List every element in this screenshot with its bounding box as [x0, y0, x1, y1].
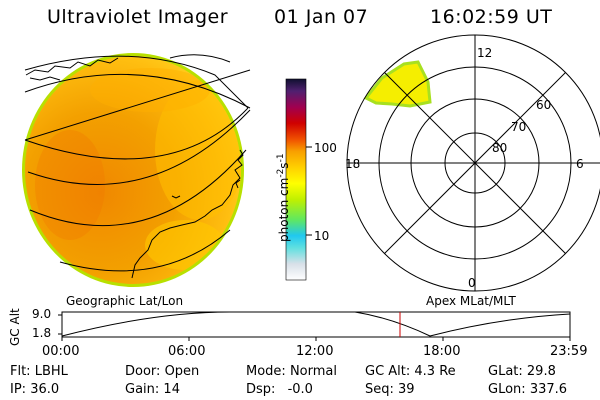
- info-gcalt: GC Alt: 4.3 Re: [365, 364, 456, 379]
- info-gcalt-label: GC Alt:: [365, 364, 411, 379]
- info-door-value: Open: [164, 364, 200, 379]
- info-flt-label: Flt:: [10, 364, 31, 379]
- earth-disk: [22, 53, 244, 287]
- info-glon-value: 337.6: [529, 382, 568, 397]
- mlat-label-80: 80: [492, 141, 508, 155]
- header-date: 01 Jan 07: [274, 6, 369, 28]
- info-mode-value: Normal: [289, 364, 337, 379]
- mlt-label-18: 18: [345, 157, 361, 171]
- header-time: 16:02:59 UT: [430, 6, 553, 28]
- altitude-tick-1.8: 1.8: [32, 326, 52, 340]
- mlt-label-12: 12: [477, 46, 493, 60]
- info-seq-label: Seq:: [365, 382, 394, 397]
- aurora-patch: [363, 60, 432, 108]
- info-door-label: Door:: [125, 364, 161, 379]
- info-glon-label: GLon:: [488, 382, 526, 397]
- colorbar-tick-100: 100: [314, 141, 337, 155]
- info-door: Door: Open: [125, 364, 199, 379]
- app-title: Ultraviolet Imager: [47, 6, 229, 28]
- info-gain-value: 14: [163, 382, 180, 397]
- altitude-curve: [61, 311, 571, 337]
- colorbar-unit-exp2: -1: [276, 153, 286, 163]
- info-gain-label: Gain:: [125, 382, 160, 397]
- info-ip-label: IP:: [10, 382, 27, 397]
- info-gain: Gain: 14: [125, 382, 180, 397]
- mlat-label-60: 60: [536, 98, 552, 112]
- altitude-plot: [58, 311, 571, 341]
- info-flt-value: LBHL: [34, 364, 68, 379]
- info-glat-value: 29.8: [526, 364, 556, 379]
- mlt-label-6: 6: [576, 157, 584, 171]
- info-ip-value: 36.0: [30, 382, 60, 397]
- time-tick-1200: 12:00: [296, 344, 334, 359]
- info-mode-label: Mode:: [246, 364, 286, 379]
- colorbar-tick-10: 10: [314, 229, 330, 243]
- colorbar-unit-mid: s: [277, 162, 291, 169]
- info-flt: Flt: LBHL: [10, 364, 68, 379]
- polar-plot: [346, 34, 600, 292]
- altitude-axis-label: GC Alt: [8, 308, 22, 346]
- time-tick-1800: 18:00: [423, 344, 461, 359]
- info-ip: IP: 36.0: [10, 382, 59, 397]
- apex-label: Apex MLat/MLT: [426, 294, 516, 308]
- time-tick-0600: 06:00: [168, 344, 206, 359]
- geographic-grid: [24, 54, 251, 272]
- info-gcalt-value: 4.3 Re: [414, 364, 456, 379]
- info-dsp-label: Dsp:: [246, 382, 276, 397]
- info-seq-value: 39: [398, 382, 415, 397]
- info-dsp: Dsp: -0.0: [246, 382, 313, 397]
- colorbar-unit-exp1: -2: [276, 168, 286, 178]
- time-tick-2359: 23:59: [550, 344, 588, 359]
- coastlines: [25, 57, 244, 279]
- info-mode: Mode: Normal: [246, 364, 337, 379]
- mlt-label-0: 0: [468, 276, 476, 290]
- info-glon: GLon: 337.6: [488, 382, 567, 397]
- info-glat: GLat: 29.8: [488, 364, 556, 379]
- colorbar-unit-main: photon cm: [277, 177, 291, 242]
- mlat-label-70: 70: [511, 120, 527, 134]
- info-seq: Seq: 39: [365, 382, 415, 397]
- geographic-label: Geographic Lat/Lon: [66, 294, 184, 308]
- time-tick-0000: 00:00: [42, 344, 80, 359]
- colorbar-unit-label: photon cm-2s-1: [276, 153, 291, 242]
- info-dsp-value: -0.0: [287, 382, 313, 397]
- altitude-tick-9: 9.0: [32, 307, 52, 321]
- info-glat-label: GLat:: [488, 364, 523, 379]
- colorbar: [285, 78, 312, 281]
